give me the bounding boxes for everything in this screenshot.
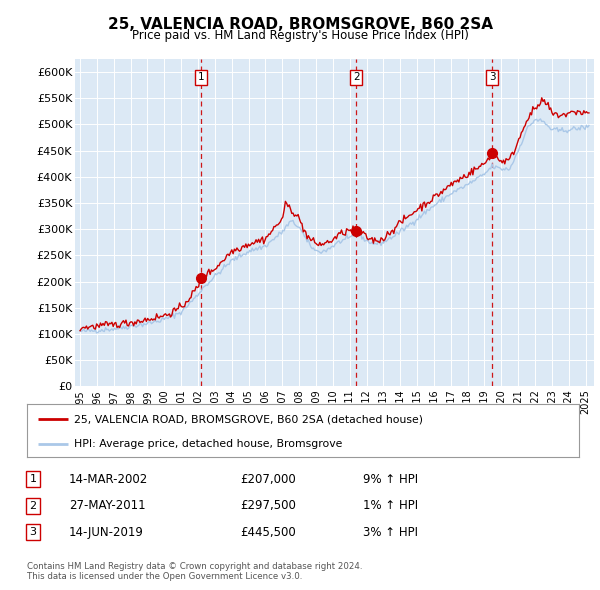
Text: 14-JUN-2019: 14-JUN-2019: [69, 526, 144, 539]
Text: HPI: Average price, detached house, Bromsgrove: HPI: Average price, detached house, Brom…: [74, 439, 342, 449]
Text: Price paid vs. HM Land Registry's House Price Index (HPI): Price paid vs. HM Land Registry's House …: [131, 30, 469, 42]
Text: 1: 1: [29, 474, 37, 484]
Text: 14-MAR-2002: 14-MAR-2002: [69, 473, 148, 486]
Text: 2: 2: [29, 501, 37, 510]
Text: £445,500: £445,500: [240, 526, 296, 539]
Text: 3: 3: [489, 73, 496, 83]
Text: 3: 3: [29, 527, 37, 537]
Text: Contains HM Land Registry data © Crown copyright and database right 2024.: Contains HM Land Registry data © Crown c…: [27, 562, 362, 571]
Text: 2: 2: [353, 73, 360, 83]
Text: 27-MAY-2011: 27-MAY-2011: [69, 499, 146, 512]
Text: £207,000: £207,000: [240, 473, 296, 486]
Text: 1% ↑ HPI: 1% ↑ HPI: [363, 499, 418, 512]
Text: 3% ↑ HPI: 3% ↑ HPI: [363, 526, 418, 539]
Text: 1: 1: [198, 73, 205, 83]
Text: 9% ↑ HPI: 9% ↑ HPI: [363, 473, 418, 486]
Text: 25, VALENCIA ROAD, BROMSGROVE, B60 2SA: 25, VALENCIA ROAD, BROMSGROVE, B60 2SA: [107, 17, 493, 31]
Text: This data is licensed under the Open Government Licence v3.0.: This data is licensed under the Open Gov…: [27, 572, 302, 581]
Text: 25, VALENCIA ROAD, BROMSGROVE, B60 2SA (detached house): 25, VALENCIA ROAD, BROMSGROVE, B60 2SA (…: [74, 414, 423, 424]
Text: £297,500: £297,500: [240, 499, 296, 512]
